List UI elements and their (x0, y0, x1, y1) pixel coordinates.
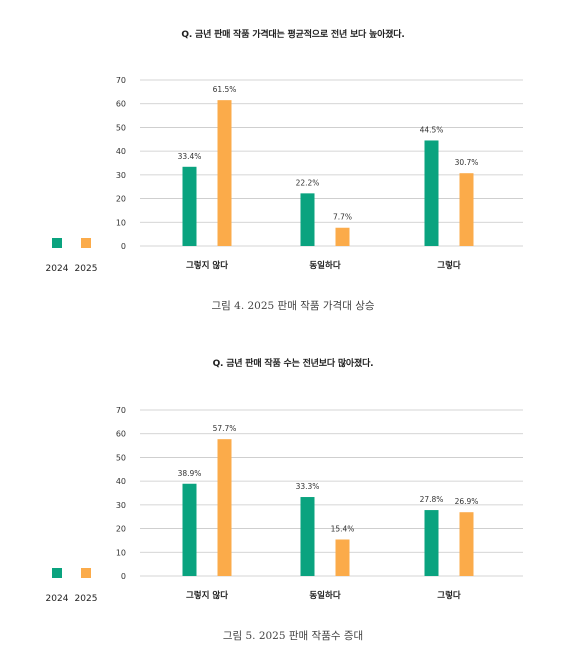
y-tick-label: 60 (116, 430, 126, 439)
category-label: 동일하다 (309, 590, 340, 601)
legend-swatch-2024 (52, 238, 62, 248)
legend-swatch-2025 (81, 238, 91, 248)
chart-title: Q. 금년 판매 작품 가격대는 평균적으로 전년 보다 높아졌다. (181, 30, 405, 40)
data-label: 38.9% (178, 469, 202, 478)
data-label: 30.7% (455, 158, 479, 167)
y-tick-label: 40 (116, 477, 126, 486)
y-tick-label: 0 (121, 572, 126, 581)
category-label: 그렇다 (437, 260, 461, 271)
bar-chart-quantity: 0 10 20 30 40 50 60 70 38.9% 57.7% 그렇지 않다 33.3% 15.4… (46, 406, 523, 604)
bar-2024 (182, 166, 197, 246)
data-label: 44.5% (420, 125, 444, 134)
y-tick-label: 10 (116, 548, 126, 557)
y-tick-label: 60 (116, 100, 126, 109)
legend-swatch-2025 (81, 568, 91, 578)
bar-chart-price: 0 10 20 30 40 50 60 70 33.4% 61.5% 그렇지 않다 22.2% 7.7%… (46, 76, 523, 274)
y-tick-label: 40 (116, 147, 126, 156)
category-label: 그렇지 않다 (186, 260, 228, 271)
legend-swatch-2024 (52, 568, 62, 578)
y-tick-label: 30 (116, 501, 126, 510)
bar-2025 (459, 512, 474, 576)
y-tick-label: 50 (116, 123, 126, 132)
y-tick-label: 20 (116, 525, 126, 534)
data-label: 22.2% (296, 178, 320, 187)
category-label: 그렇다 (437, 590, 461, 601)
data-label: 33.3% (296, 482, 320, 491)
data-label: 7.7% (333, 213, 352, 222)
bar-2025 (459, 173, 474, 246)
data-label: 26.9% (455, 497, 479, 506)
y-tick-label: 70 (116, 406, 126, 415)
data-label: 61.5% (213, 85, 237, 94)
y-tick-label: 50 (116, 453, 126, 462)
y-tick-label: 30 (116, 171, 126, 180)
legend-label: 2025 (75, 594, 98, 604)
legend-label: 2025 (75, 264, 98, 274)
bar-2025 (335, 227, 350, 246)
legend-label: 2024 (46, 264, 69, 274)
figure-caption: 그림 4. 2025 판매 작품 가격대 상승 (211, 300, 375, 312)
category-label: 그렇지 않다 (186, 590, 228, 601)
data-label: 15.4% (331, 524, 355, 533)
category-label: 동일하다 (309, 260, 340, 271)
data-label: 33.4% (178, 152, 202, 161)
bar-2025 (217, 439, 232, 576)
bar-2024 (424, 510, 439, 576)
bar-2024 (424, 140, 439, 246)
y-tick-label: 70 (116, 76, 126, 85)
bar-2025 (335, 539, 350, 576)
y-tick-label: 20 (116, 195, 126, 204)
legend-label: 2024 (46, 594, 69, 604)
y-tick-label: 0 (121, 242, 126, 251)
bar-2024 (182, 483, 197, 576)
chart-title: Q. 금년 판매 작품 수는 전년보다 많아졌다. (212, 359, 374, 369)
bar-2025 (217, 100, 232, 247)
bar-2024 (300, 193, 315, 246)
bar-2024 (300, 497, 315, 576)
y-tick-label: 10 (116, 218, 126, 227)
data-label: 27.8% (420, 495, 444, 504)
data-label: 57.7% (213, 424, 237, 433)
figure-caption: 그림 5. 2025 판매 작품수 증대 (222, 630, 364, 642)
